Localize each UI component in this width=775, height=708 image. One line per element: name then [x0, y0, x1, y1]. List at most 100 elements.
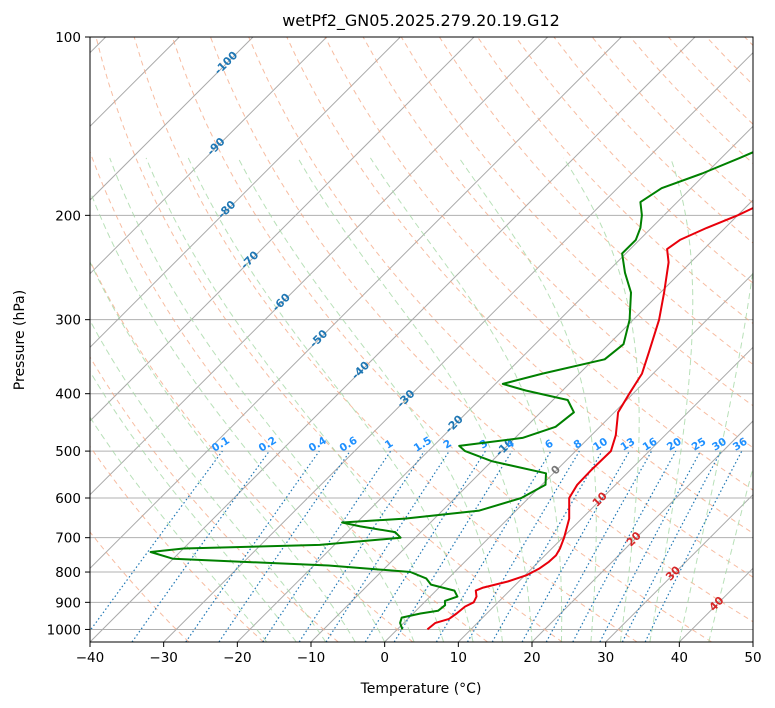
dry-adiabat-line — [744, 37, 753, 47]
x-axis: −40 −30 −20 −10 0 10 20 30 40 50 — [76, 642, 762, 666]
y-tick-label: 400 — [55, 387, 81, 403]
temperature-line — [426, 206, 753, 631]
isotherm-label: -80 — [215, 198, 238, 221]
mixing-ratio-line — [262, 450, 392, 642]
moist-adiabat-line — [708, 466, 753, 642]
isotherm-line — [90, 37, 549, 496]
y-tick-label: 500 — [55, 444, 81, 460]
isotherm-label: -60 — [270, 291, 293, 314]
dry-adiabat-line — [400, 37, 753, 407]
x-tick-label: 20 — [523, 650, 540, 666]
dry-adiabat-line — [553, 37, 753, 244]
dry-adiabat-line — [90, 150, 488, 642]
isotherm-label: -50 — [307, 327, 330, 350]
dry-adiabat-line — [248, 37, 753, 578]
dry-adiabat-line — [90, 445, 264, 642]
dewpoint-line — [149, 151, 753, 630]
mixing-ratio-line — [599, 450, 702, 642]
y-tick-label: 100 — [55, 30, 81, 46]
x-tick-label: −20 — [223, 650, 252, 666]
isotherm-line — [236, 125, 753, 642]
mixing-ratio-line — [218, 450, 351, 642]
isotherm-line — [310, 199, 753, 642]
x-tick-label: −30 — [149, 650, 178, 666]
isotherm-label: -100 — [212, 48, 241, 77]
isotherm-line — [605, 493, 753, 642]
mixing-ratio-line — [90, 450, 223, 632]
mixing-ratio-line — [521, 450, 631, 642]
y-tick-label: 1000 — [47, 622, 81, 638]
moist-adiabat-line — [90, 370, 297, 642]
x-axis-label: Temperature (°C) — [360, 681, 482, 697]
mixing-ratio-line — [466, 450, 580, 642]
y-axis: 100 200 300 400 500 600 700 800 900 1000 — [47, 30, 90, 638]
dry-adiabat-line — [95, 37, 563, 642]
mixing-ratio-label: 6 — [543, 438, 556, 452]
moist-adiabat-line — [297, 157, 533, 642]
isotherm-line — [678, 567, 753, 642]
isotherm-label: -30 — [394, 387, 417, 410]
x-tick-label: −10 — [297, 650, 326, 666]
mixing-ratio-label: 2 — [441, 438, 454, 452]
mixing-ratio-line — [298, 450, 425, 642]
dry-adiabat-line — [133, 37, 638, 642]
moist-adiabat-line — [90, 416, 268, 642]
isotherm-label: 10 — [590, 489, 610, 509]
isotherm-line — [90, 37, 622, 570]
dry-adiabat-line — [90, 259, 414, 642]
moist-adiabat-line — [458, 157, 597, 642]
isotherm-label: -40 — [349, 359, 372, 382]
moist-adiabat-line — [145, 157, 445, 642]
moist-adiabat-line — [109, 157, 415, 642]
mixing-ratio-line — [185, 450, 320, 642]
dry-adiabat-line — [706, 37, 753, 86]
y-tick-label: 800 — [55, 565, 81, 581]
y-axis-label: Pressure (hPa) — [12, 290, 28, 390]
dry-adiabat-line — [438, 37, 753, 366]
x-tick-label: 30 — [597, 650, 614, 666]
y-tick-label: 900 — [55, 595, 81, 611]
dry-adiabat-line — [171, 37, 712, 642]
isotherm-label: -90 — [204, 135, 227, 158]
mixing-ratio-line — [393, 450, 513, 642]
mixing-ratio-line — [325, 450, 450, 642]
isotherm-line — [90, 37, 254, 201]
isotherm-line — [90, 37, 328, 275]
moist-adiabat-line — [563, 157, 640, 642]
dry-adiabat-line — [668, 37, 753, 125]
mixing-ratio-line — [572, 450, 677, 642]
moist-adiabat-line — [90, 319, 327, 642]
isotherm-line — [752, 641, 753, 642]
y-tick-label: 700 — [55, 531, 81, 547]
background-lines — [90, 37, 753, 642]
dry-adiabat-line — [515, 37, 753, 284]
isotherm-label: 30 — [663, 563, 683, 583]
chart-title: wetPf2_GN05.2025.279.20.19.G12 — [282, 11, 560, 31]
isotherm-line — [90, 37, 696, 642]
moist-adiabat-line — [369, 157, 563, 642]
dry-adiabat-line — [591, 37, 753, 204]
isotherm-line — [457, 346, 753, 642]
mixing-ratio-line — [545, 450, 653, 642]
moist-adiabat-line — [90, 260, 356, 642]
dry-adiabat-line — [90, 531, 190, 642]
x-tick-label: 40 — [671, 650, 688, 666]
isotherm-label: -20 — [443, 412, 466, 435]
x-tick-label: −40 — [76, 650, 105, 666]
moist-adiabat-line — [678, 265, 753, 642]
isotherm-line — [384, 272, 753, 642]
y-tick-label: 300 — [55, 313, 81, 329]
x-tick-label: 50 — [744, 650, 761, 666]
isotherm-line — [90, 37, 401, 349]
mixing-ratio-line — [131, 450, 270, 642]
isotherm-label: 40 — [707, 594, 727, 614]
x-tick-label: 0 — [380, 650, 389, 666]
dry-adiabat-line — [286, 37, 753, 534]
isotherm-label: 0 — [548, 463, 563, 478]
isotherm-line — [90, 37, 475, 422]
dry-adiabat-line — [210, 37, 753, 623]
x-tick-label: 10 — [450, 650, 467, 666]
y-tick-label: 600 — [55, 491, 81, 507]
dry-adiabat-line — [90, 356, 339, 642]
